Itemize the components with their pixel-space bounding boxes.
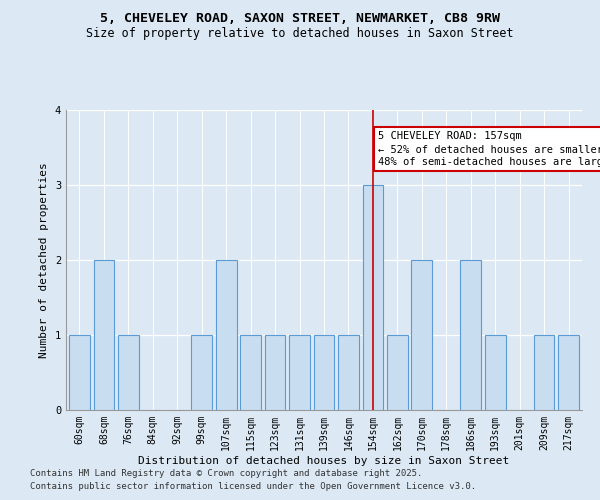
Bar xyxy=(362,185,383,410)
Text: 5 CHEVELEY ROAD: 157sqm
← 52% of detached houses are smaller (11)
48% of semi-de: 5 CHEVELEY ROAD: 157sqm ← 52% of detache… xyxy=(378,131,600,168)
Bar xyxy=(412,260,432,410)
Bar xyxy=(240,335,261,410)
Bar xyxy=(118,335,139,410)
Y-axis label: Number of detached properties: Number of detached properties xyxy=(40,162,49,358)
Bar xyxy=(94,260,114,410)
Text: Size of property relative to detached houses in Saxon Street: Size of property relative to detached ho… xyxy=(86,28,514,40)
Bar xyxy=(289,335,310,410)
Bar xyxy=(485,335,506,410)
Text: Contains public sector information licensed under the Open Government Licence v3: Contains public sector information licen… xyxy=(30,482,476,491)
Text: 5, CHEVELEY ROAD, SAXON STREET, NEWMARKET, CB8 9RW: 5, CHEVELEY ROAD, SAXON STREET, NEWMARKE… xyxy=(100,12,500,26)
Bar xyxy=(216,260,236,410)
Bar xyxy=(387,335,408,410)
Bar xyxy=(314,335,334,410)
Bar xyxy=(265,335,286,410)
X-axis label: Distribution of detached houses by size in Saxon Street: Distribution of detached houses by size … xyxy=(139,456,509,466)
Bar xyxy=(558,335,579,410)
Bar xyxy=(534,335,554,410)
Bar xyxy=(69,335,90,410)
Bar xyxy=(191,335,212,410)
Text: Contains HM Land Registry data © Crown copyright and database right 2025.: Contains HM Land Registry data © Crown c… xyxy=(30,468,422,477)
Bar xyxy=(338,335,359,410)
Bar xyxy=(460,260,481,410)
